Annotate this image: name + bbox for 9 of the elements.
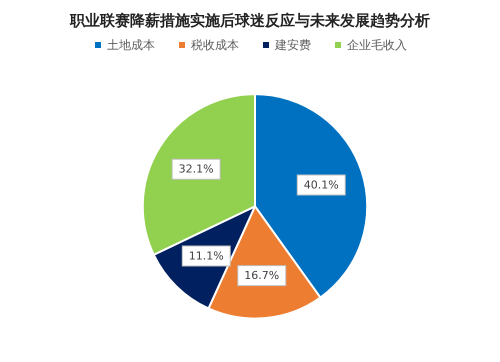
legend-label: 税收成本 <box>191 38 239 52</box>
data-label: 32.1% <box>178 162 214 176</box>
chart-title: 职业联赛降薪措施实施后球迷反应与未来发展趋势分析 <box>69 12 430 30</box>
legend-label: 企业毛收入 <box>347 38 407 52</box>
data-label: 16.7% <box>244 269 280 282</box>
data-label: 40.1% <box>304 178 339 192</box>
legend-label: 建安费 <box>274 38 311 52</box>
legend-label: 土地成本 <box>107 38 155 52</box>
data-label: 11.1% <box>188 250 224 262</box>
